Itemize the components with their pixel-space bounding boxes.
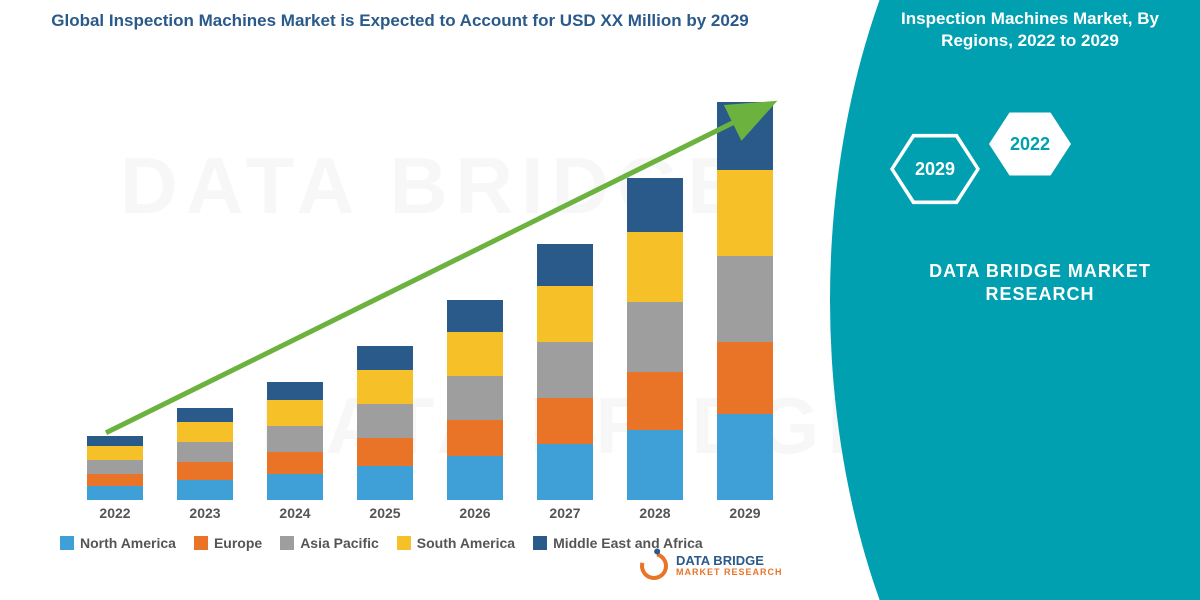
bar-group (357, 346, 413, 500)
bar-segment (447, 300, 503, 332)
bar-segment (717, 414, 773, 500)
x-axis-label: 2029 (717, 505, 773, 521)
side-title: Inspection Machines Market, By Regions, … (890, 8, 1170, 52)
legend: North America Europe Asia Pacific South Ame… (60, 535, 800, 551)
bar-segment (447, 332, 503, 376)
hex-label: 2029 (894, 134, 976, 204)
bar-segment (87, 486, 143, 500)
hex-label: 2022 (989, 109, 1071, 179)
bar-segment (717, 342, 773, 414)
bar-segment (267, 426, 323, 452)
bar-segment (627, 232, 683, 302)
legend-item: North America (60, 535, 176, 551)
legend-swatch (194, 536, 208, 550)
x-axis-label: 2022 (87, 505, 143, 521)
x-axis-label: 2025 (357, 505, 413, 521)
x-axis-labels: 2022 2023 2024 2025 2026 2027 2028 2029 (70, 505, 790, 521)
bar-group (447, 300, 503, 500)
legend-label: North America (80, 535, 176, 551)
bar-segment (627, 430, 683, 500)
legend-swatch (60, 536, 74, 550)
bar-segment (357, 404, 413, 438)
bar-segment (177, 462, 233, 480)
bar-segment (627, 178, 683, 232)
brand-sub: MARKET RESEARCH (676, 568, 783, 578)
bar-segment (267, 474, 323, 500)
bar-group (717, 102, 773, 500)
bar-segment (177, 422, 233, 442)
bar-segment (357, 466, 413, 500)
main-panel: DATA BRIDGE DATA BRIDGE Global Inspectio… (0, 0, 830, 600)
bar-segment (447, 456, 503, 500)
bar-segment (447, 420, 503, 456)
bar-segment (537, 398, 593, 444)
x-axis-label: 2024 (267, 505, 323, 521)
brand-name: DATA BRIDGE (676, 554, 783, 568)
bar-group (267, 382, 323, 500)
chart-title: Global Inspection Machines Market is Exp… (50, 10, 750, 32)
bar-segment (357, 346, 413, 370)
side-panel: Inspection Machines Market, By Regions, … (830, 0, 1200, 600)
bar-segment (537, 286, 593, 342)
x-axis-label: 2028 (627, 505, 683, 521)
bar-segment (177, 480, 233, 500)
bar-segment (717, 256, 773, 342)
bar-group (87, 436, 143, 500)
bar-segment (177, 408, 233, 422)
side-brand-text: DATA BRIDGE MARKET RESEARCH (910, 260, 1170, 307)
bar-segment (537, 244, 593, 286)
bar-group (177, 408, 233, 500)
legend-item: Asia Pacific (280, 535, 379, 551)
bar-group (627, 178, 683, 500)
legend-item: South America (397, 535, 515, 551)
brand-logo-icon (635, 547, 673, 585)
legend-item: Middle East and Africa (533, 535, 703, 551)
brand-logo-block: DATA BRIDGE MARKET RESEARCH (640, 552, 783, 580)
bar-segment (87, 446, 143, 460)
bar-segment (267, 452, 323, 474)
chart-area (70, 80, 790, 500)
legend-label: Middle East and Africa (553, 535, 703, 551)
bar-segment (717, 170, 773, 256)
bar-segment (537, 342, 593, 398)
x-axis-label: 2023 (177, 505, 233, 521)
legend-label: South America (417, 535, 515, 551)
bar-segment (717, 102, 773, 170)
legend-label: Europe (214, 535, 262, 551)
bar-segment (87, 474, 143, 486)
bar-segment (537, 444, 593, 500)
bar-segment (447, 376, 503, 420)
bar-segment (357, 370, 413, 404)
bar-segment (267, 400, 323, 426)
bar-segment (87, 460, 143, 474)
bar-segment (627, 302, 683, 372)
bar-segment (357, 438, 413, 466)
x-axis-label: 2026 (447, 505, 503, 521)
bar-segment (177, 442, 233, 462)
bar-segment (627, 372, 683, 430)
bar-group (537, 244, 593, 500)
legend-item: Europe (194, 535, 262, 551)
bar-segment (87, 436, 143, 446)
brand-text: DATA BRIDGE MARKET RESEARCH (676, 554, 783, 578)
legend-swatch (533, 536, 547, 550)
bars-container (70, 80, 790, 500)
legend-swatch (397, 536, 411, 550)
legend-swatch (280, 536, 294, 550)
x-axis-label: 2027 (537, 505, 593, 521)
bar-segment (267, 382, 323, 400)
legend-label: Asia Pacific (300, 535, 379, 551)
